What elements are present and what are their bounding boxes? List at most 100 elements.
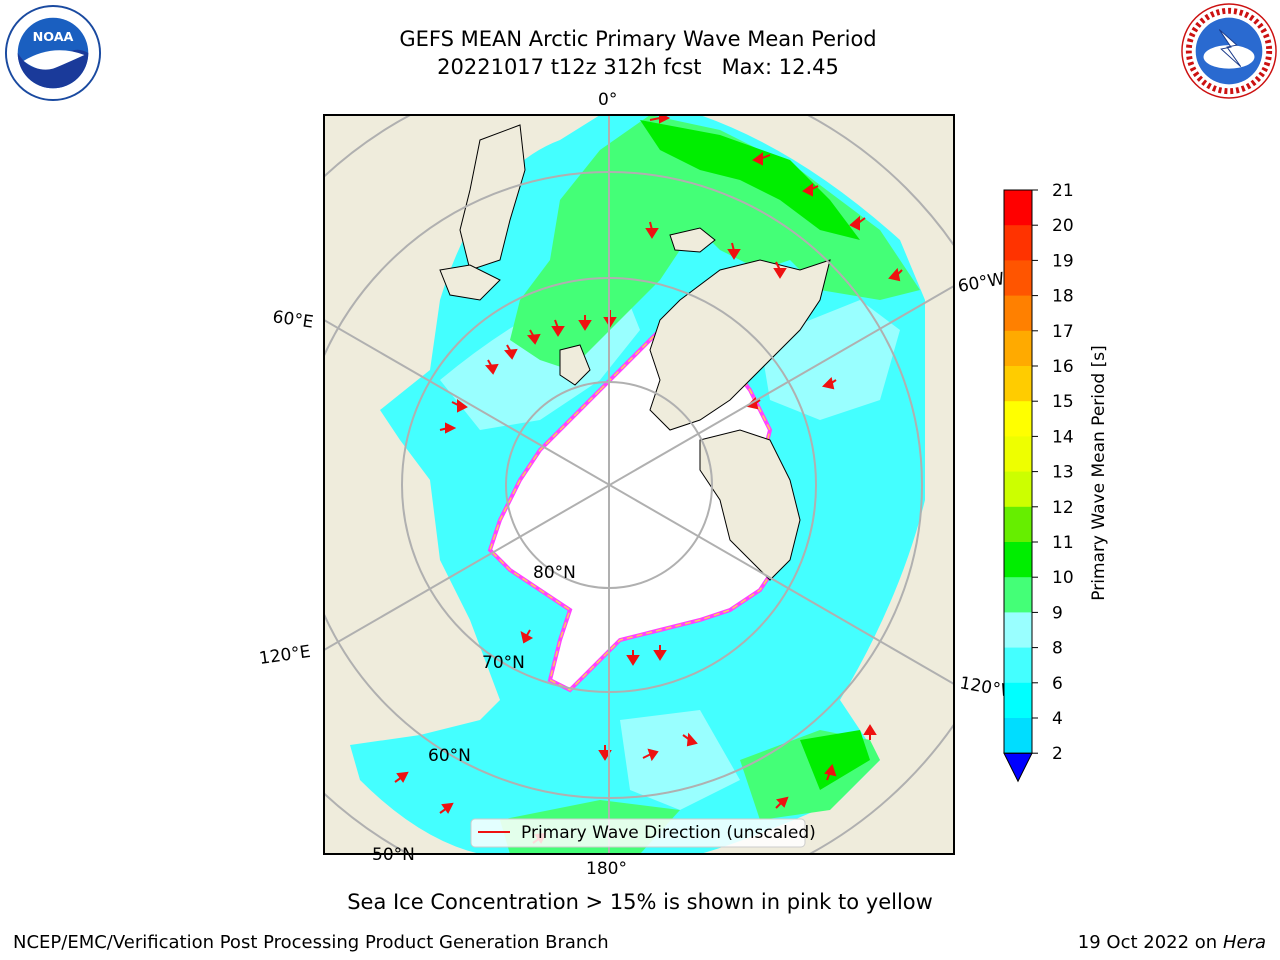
colorbar-segment bbox=[1004, 718, 1032, 754]
wave-arrow bbox=[824, 764, 837, 781]
colorbar-tick-label: 2 bbox=[1052, 744, 1063, 764]
colorbar-tick-label: 4 bbox=[1052, 709, 1063, 729]
footer-host: Hera bbox=[1222, 932, 1266, 953]
colorbar-segment bbox=[1004, 506, 1032, 543]
wave-arrow bbox=[682, 732, 698, 747]
wave-arrow bbox=[752, 152, 771, 166]
colorbar-segment bbox=[1004, 612, 1032, 649]
wave-arrow bbox=[526, 329, 541, 345]
wave-arrow bbox=[451, 399, 468, 413]
wave-direction-arrows bbox=[394, 115, 903, 844]
wave-arrow bbox=[551, 319, 565, 337]
wave-arrow bbox=[598, 745, 612, 761]
lon-label-120e: 120°E bbox=[258, 642, 312, 669]
noaa-logo: NOAA bbox=[4, 4, 102, 102]
wave-arrow bbox=[773, 261, 787, 279]
colorbar-tick-label: 18 bbox=[1052, 287, 1074, 307]
footer-date: 19 Oct 2022 on Hera bbox=[1078, 932, 1266, 953]
wave-arrow bbox=[653, 645, 667, 661]
greenland-land bbox=[649, 259, 831, 431]
chart-title: GEFS MEAN Arctic Primary Wave Mean Perio… bbox=[399, 27, 877, 51]
chart-subtitle: 20221017 t12z 312h fcst Max: 12.45 bbox=[437, 55, 839, 79]
ocean-green-band bbox=[510, 115, 920, 370]
ocean-green-core bbox=[640, 120, 860, 240]
colorbar-tick-label: 6 bbox=[1052, 674, 1063, 694]
wave-arrow bbox=[642, 748, 659, 762]
canada-land bbox=[699, 429, 801, 581]
colorbar-tick-label: 21 bbox=[1052, 181, 1074, 201]
map-area: Primary Wave Direction (unscaled) bbox=[324, 115, 954, 854]
graticule bbox=[324, 115, 954, 854]
colorbar-label: Primary Wave Mean Period [s] bbox=[1089, 345, 1109, 600]
wave-arrow bbox=[802, 183, 819, 197]
colorbar-tick-label: 14 bbox=[1052, 427, 1074, 447]
colorbar-segment bbox=[1004, 330, 1032, 367]
wave-arrow bbox=[394, 771, 409, 783]
svalbard-land bbox=[559, 344, 591, 386]
svg-text:NOAA: NOAA bbox=[33, 30, 74, 45]
scandinavia-land bbox=[459, 124, 526, 271]
lon-label-0: 0° bbox=[598, 90, 617, 110]
wave-arrow bbox=[439, 422, 457, 434]
colorbar: 21 20 19 18 17 16 15 14 13 12 11 10 9 8 6 4 2 bbox=[1003, 181, 1074, 783]
wave-arrow bbox=[775, 796, 789, 809]
colorbar-tick-label: 17 bbox=[1052, 322, 1074, 342]
colorbar-tick-label: 12 bbox=[1052, 498, 1074, 518]
colorbar-tick-label: 10 bbox=[1052, 568, 1074, 588]
colorbar-segment bbox=[1004, 225, 1032, 261]
colorbar-segment bbox=[1004, 471, 1032, 508]
colorbar-segment bbox=[1004, 260, 1032, 297]
lon-label-180: 180° bbox=[586, 859, 627, 879]
wave-arrow bbox=[849, 215, 866, 231]
lat-label-50n: 50°N bbox=[372, 845, 415, 865]
colorbar-extend-triangle bbox=[1003, 752, 1033, 783]
map-frame bbox=[323, 114, 955, 855]
iceland-land bbox=[669, 227, 716, 253]
colorbar-segment bbox=[1004, 366, 1032, 402]
ice-caption: Sea Ice Concentration > 15% is shown in … bbox=[347, 890, 933, 914]
map-legend: Primary Wave Direction (unscaled) bbox=[470, 818, 816, 848]
wave-arrow bbox=[727, 242, 741, 260]
meridian-60e-120w bbox=[324, 319, 954, 685]
ocean-light-patch bbox=[620, 710, 740, 810]
pacific-green-core bbox=[800, 730, 870, 790]
nws-logo bbox=[1181, 3, 1277, 99]
colorbar-tick-label: 15 bbox=[1052, 392, 1074, 412]
colorbar-tick-label: 16 bbox=[1052, 357, 1074, 377]
lon-label-60w: 60°W bbox=[956, 269, 1006, 297]
wave-arrow bbox=[645, 221, 659, 239]
colorbar-segment bbox=[1004, 190, 1032, 226]
wave-arrow bbox=[503, 344, 518, 360]
wave-arrow bbox=[439, 802, 454, 814]
colorbar-segment bbox=[1004, 401, 1032, 437]
colorbar-segment bbox=[1004, 542, 1032, 578]
colorbar-segment bbox=[1004, 647, 1032, 684]
lat-label-70n: 70°N bbox=[482, 653, 525, 673]
wave-arrow bbox=[520, 629, 534, 644]
lat-label-60n: 60°N bbox=[428, 746, 471, 766]
footer-date-text: 19 Oct 2022 on bbox=[1077, 932, 1223, 953]
wave-arrow bbox=[626, 650, 640, 666]
colorbar-tick-label: 13 bbox=[1052, 463, 1074, 483]
colorbar-segment bbox=[1004, 682, 1032, 719]
novaya-zemlya bbox=[439, 264, 501, 301]
meridian-120e-60w bbox=[324, 285, 954, 651]
colorbar-tick-label: 20 bbox=[1052, 216, 1074, 236]
colorbar-tick-label: 8 bbox=[1052, 639, 1063, 659]
wave-arrow bbox=[863, 724, 877, 740]
colorbar-tick-label: 9 bbox=[1052, 603, 1063, 623]
ice-edge-yellow bbox=[489, 309, 791, 691]
wave-arrow bbox=[484, 359, 499, 375]
colorbar-tick-label: 11 bbox=[1052, 533, 1074, 553]
colorbar-segment bbox=[1004, 577, 1032, 613]
colorbar-tick-label: 19 bbox=[1052, 251, 1074, 271]
legend-label: Primary Wave Direction (unscaled) bbox=[521, 823, 816, 843]
lat-label-80n: 80°N bbox=[533, 563, 576, 583]
colorbar-segment bbox=[1004, 295, 1032, 332]
lon-label-60e: 60°E bbox=[271, 307, 314, 332]
wave-arrow bbox=[822, 377, 837, 390]
wave-arrow bbox=[888, 267, 903, 282]
colorbar-segment bbox=[1004, 436, 1032, 473]
footer-credit: NCEP/EMC/Verification Post Processing Pr… bbox=[13, 932, 609, 953]
